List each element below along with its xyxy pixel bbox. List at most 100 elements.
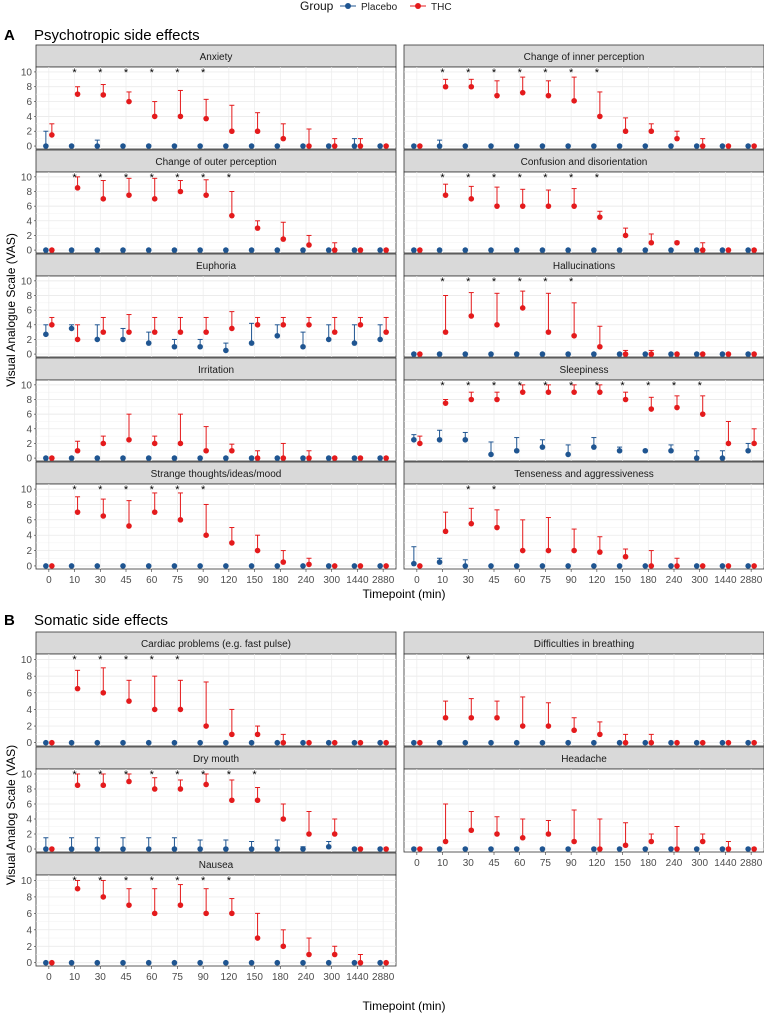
section-b-letter: B bbox=[4, 612, 15, 629]
thc-point bbox=[545, 723, 552, 729]
significance-star: * bbox=[227, 769, 232, 781]
placebo-point bbox=[436, 739, 443, 746]
x-tick-label: 180 bbox=[272, 575, 289, 586]
panel-dry-mouth: Dry mouth 0 2 4 6 8 10 * * * * * * * * bbox=[21, 746, 397, 856]
placebo-point bbox=[488, 247, 494, 253]
x-tick-label: 150 bbox=[246, 972, 263, 983]
thc-point bbox=[383, 247, 389, 253]
thc-point bbox=[49, 455, 55, 461]
placebo-point bbox=[616, 563, 623, 569]
placebo-point bbox=[351, 959, 358, 966]
y-tick-label: 2 bbox=[26, 722, 32, 733]
placebo-point bbox=[719, 351, 726, 357]
placebo-point bbox=[591, 247, 597, 253]
placebo-point bbox=[248, 846, 255, 852]
placebo-point bbox=[94, 563, 101, 569]
placebo-point bbox=[351, 247, 358, 253]
y-tick-label: 2 bbox=[26, 231, 32, 242]
significance-star: * bbox=[175, 654, 180, 666]
thc-point bbox=[49, 563, 55, 569]
placebo-point bbox=[745, 143, 751, 149]
thc-point bbox=[280, 455, 287, 461]
thc-point bbox=[126, 436, 132, 443]
thc-point bbox=[177, 188, 184, 195]
thc-point bbox=[280, 559, 287, 565]
y-tick-label: 10 bbox=[21, 485, 33, 496]
placebo-point bbox=[248, 143, 255, 149]
thc-point bbox=[699, 838, 706, 845]
thc-point bbox=[519, 203, 526, 209]
placebo-point bbox=[377, 247, 383, 253]
thc-point bbox=[177, 706, 184, 713]
significance-star: * bbox=[569, 172, 574, 184]
legend: Group Placebo THC bbox=[300, 0, 452, 13]
significance-star: * bbox=[201, 67, 206, 79]
thc-point bbox=[100, 440, 107, 447]
thc-point bbox=[254, 321, 261, 328]
thc-point bbox=[751, 846, 757, 852]
section-b-y-axis-title: Visual Analog Scale (VAS) bbox=[4, 745, 18, 885]
y-tick-label: 4 bbox=[26, 320, 32, 331]
significance-star: * bbox=[150, 875, 155, 887]
placebo-point bbox=[325, 455, 332, 461]
placebo-point bbox=[300, 455, 306, 461]
placebo-point bbox=[325, 959, 332, 966]
thc-point bbox=[49, 846, 55, 852]
placebo-point bbox=[120, 563, 126, 569]
y-tick-label: 10 bbox=[21, 769, 33, 780]
significance-star: * bbox=[227, 875, 232, 887]
panel-title: Tenseness and aggressiveness bbox=[514, 469, 654, 480]
thc-point bbox=[751, 351, 757, 357]
significance-star: * bbox=[150, 654, 155, 666]
y-tick-label: 0 bbox=[26, 246, 32, 257]
x-tick-label: 120 bbox=[589, 575, 606, 586]
thc-point bbox=[417, 846, 423, 852]
x-tick-label: 120 bbox=[221, 575, 238, 586]
panel-plot-area bbox=[35, 379, 397, 462]
thc-point bbox=[306, 321, 312, 328]
y-tick-label: 4 bbox=[26, 424, 32, 435]
placebo-point bbox=[488, 563, 494, 569]
thc-point bbox=[126, 192, 132, 198]
significance-star: * bbox=[72, 769, 77, 781]
thc-point bbox=[280, 236, 287, 242]
thc-point bbox=[254, 935, 261, 941]
placebo-point bbox=[145, 143, 152, 149]
thc-point bbox=[417, 440, 423, 447]
placebo-point bbox=[197, 247, 203, 253]
panel-euphoria: Euphoria 0 2 4 6 8 10 bbox=[21, 253, 397, 361]
significance-star: * bbox=[440, 276, 445, 288]
x-tick-label: 2880 bbox=[372, 575, 395, 586]
panel-difficulties-in-breathing: Difficulties in breathing * bbox=[403, 631, 764, 747]
y-tick-label: 10 bbox=[21, 67, 33, 78]
placebo-point bbox=[668, 447, 674, 454]
y-tick-label: 6 bbox=[26, 909, 32, 920]
placebo-point bbox=[693, 455, 700, 461]
placebo-point bbox=[642, 846, 649, 852]
placebo-point bbox=[436, 436, 443, 443]
significance-star: * bbox=[543, 380, 548, 392]
significance-star: * bbox=[569, 67, 574, 79]
thc-point bbox=[357, 846, 364, 852]
placebo-point bbox=[693, 739, 700, 746]
x-tick-label: 30 bbox=[95, 972, 107, 983]
placebo-point bbox=[719, 563, 726, 569]
significance-star: * bbox=[466, 276, 471, 288]
thc-point bbox=[383, 455, 389, 461]
y-tick-label: 8 bbox=[26, 291, 32, 302]
placebo-point bbox=[43, 563, 49, 569]
placebo-point bbox=[325, 739, 332, 746]
thc-point bbox=[229, 540, 235, 546]
placebo-point bbox=[43, 247, 49, 253]
significance-star: * bbox=[466, 654, 471, 666]
thc-point bbox=[74, 185, 81, 191]
placebo-point bbox=[411, 560, 417, 567]
x-tick-label: 30 bbox=[95, 575, 107, 586]
x-tick-label: 75 bbox=[540, 858, 552, 869]
thc-point bbox=[100, 894, 107, 900]
thc-point bbox=[177, 113, 184, 120]
placebo-point bbox=[616, 351, 623, 357]
significance-star: * bbox=[150, 172, 155, 184]
thc-point bbox=[229, 731, 235, 738]
thc-point bbox=[331, 831, 338, 837]
